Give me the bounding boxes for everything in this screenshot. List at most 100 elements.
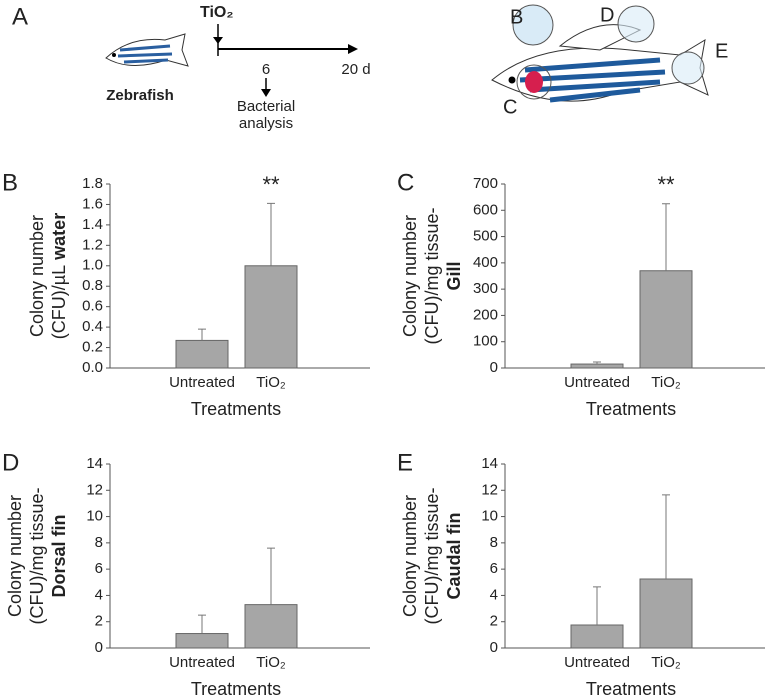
- y-tick-label: 0.8: [82, 277, 103, 294]
- error-bar: [593, 586, 601, 625]
- y-tick-label: 400: [473, 254, 498, 271]
- y-tick-label: 200: [473, 306, 498, 323]
- y-axis-label: Caudal fin: [444, 512, 464, 599]
- y-tick-label: 6: [95, 560, 103, 577]
- x-axis-label: Treatments: [191, 399, 281, 419]
- y-tick-label: 600: [473, 201, 498, 218]
- y-tick-label: 4: [95, 586, 103, 603]
- y-axis-label: (CFU)/mg tissue-: [27, 487, 47, 624]
- timeline: [213, 24, 358, 97]
- y-tick-label: 14: [481, 455, 498, 472]
- y-axis-label: Gill: [444, 261, 464, 290]
- bar: [244, 604, 298, 649]
- x-tick-label: TiO₂: [256, 374, 286, 391]
- y-tick-label: 0: [95, 639, 103, 656]
- y-tick-label: 4: [490, 586, 498, 603]
- y-tick-label: 1.4: [82, 216, 103, 233]
- x-tick-label: Untreated: [169, 654, 235, 671]
- y-label-text: Colony number: [400, 495, 420, 617]
- y-tick-label: 2: [490, 613, 498, 630]
- treatment-label: TiO₂: [200, 4, 233, 21]
- error-bar: [593, 361, 601, 365]
- x-tick-label: Untreated: [169, 374, 235, 391]
- y-tick-label: 12: [86, 481, 103, 498]
- y-tick-label: 12: [481, 481, 498, 498]
- significance: **: [657, 172, 675, 197]
- panel-label: D: [2, 449, 19, 476]
- bar: [175, 633, 229, 649]
- x-tick-label: Untreated: [564, 654, 630, 671]
- error-bar: [662, 203, 670, 271]
- y-label-bold: Caudal fin: [444, 512, 464, 599]
- y-tick-label: 300: [473, 280, 498, 297]
- y-axis-label: Dorsal fin: [49, 514, 69, 597]
- y-tick-label: 10: [481, 508, 498, 525]
- site-label: D: [600, 4, 614, 26]
- y-label-text: Colony number: [400, 215, 420, 337]
- error-bar: [662, 494, 670, 579]
- y-tick-label: 0.6: [82, 298, 103, 315]
- bar: [175, 339, 229, 369]
- y-tick-label: 1.0: [82, 257, 103, 274]
- bar: [244, 265, 298, 369]
- y-tick-label: 700: [473, 175, 498, 192]
- x-tick-label: TiO₂: [651, 374, 681, 391]
- y-axis-label: Colony number: [27, 215, 47, 337]
- site-label: E: [715, 40, 728, 62]
- analysis-label: analysis: [239, 115, 293, 132]
- y-axis-label: (CFU)/mg tissue-: [422, 487, 442, 624]
- y-label-text: (CFU)/µL: [49, 265, 69, 339]
- y-tick-label: 0.4: [82, 318, 103, 335]
- y-tick-label: 100: [473, 333, 498, 350]
- y-axis-label: Colony number: [5, 495, 25, 617]
- y-tick-label: 6: [490, 560, 498, 577]
- y-tick-label: 1.2: [82, 236, 103, 253]
- error-bar: [267, 202, 275, 266]
- x-axis-label: Treatments: [191, 679, 281, 696]
- y-label-bold: water: [49, 213, 69, 261]
- analysis-label: Bacterial: [237, 98, 295, 115]
- y-tick-label: 0: [490, 359, 498, 376]
- y-axis-label: (CFU)/µL water: [49, 213, 69, 339]
- y-label-bold: Dorsal fin: [49, 514, 69, 597]
- error-bar: [198, 614, 206, 634]
- y-label-text: (CFU)/mg tissue-: [27, 487, 47, 624]
- x-axis-label: Treatments: [586, 679, 676, 696]
- y-tick-label: 500: [473, 228, 498, 245]
- y-tick-label: 1.6: [82, 195, 103, 212]
- y-label-text: Colony number: [5, 495, 25, 617]
- day-label: 6: [262, 61, 270, 78]
- x-tick-label: TiO₂: [651, 654, 681, 671]
- panel-label: B: [2, 169, 18, 196]
- bar: [570, 624, 624, 649]
- y-label-bold: Gill: [444, 261, 464, 290]
- big-fish: [491, 4, 709, 103]
- y-tick-label: 1.8: [82, 175, 103, 192]
- site-label: C: [503, 96, 517, 118]
- bar: [639, 270, 693, 369]
- bar: [639, 578, 693, 649]
- significance: **: [262, 172, 280, 197]
- y-axis-label: Colony number: [400, 495, 420, 617]
- x-tick-label: TiO₂: [256, 654, 286, 671]
- panel-label: E: [397, 449, 413, 476]
- y-tick-label: 8: [490, 534, 498, 551]
- x-tick-label: Untreated: [564, 374, 630, 391]
- y-tick-label: 14: [86, 455, 103, 472]
- day-label: 20 d: [341, 61, 370, 78]
- y-tick-label: 8: [95, 534, 103, 551]
- small-fish: [105, 33, 189, 67]
- y-label-text: (CFU)/mg tissue-: [422, 207, 442, 344]
- y-tick-label: 0.2: [82, 339, 103, 356]
- y-tick-label: 0: [490, 639, 498, 656]
- fish-label: Zebrafish: [106, 87, 174, 104]
- y-tick-label: 2: [95, 613, 103, 630]
- y-label-text: (CFU)/mg tissue-: [422, 487, 442, 624]
- panel-label: A: [12, 3, 28, 30]
- y-tick-label: 10: [86, 508, 103, 525]
- y-tick-label: 0.0: [82, 359, 103, 376]
- error-bar: [267, 547, 275, 605]
- y-axis-label: (CFU)/mg tissue-: [422, 207, 442, 344]
- panel-label: C: [397, 169, 414, 196]
- y-label-text: Colony number: [27, 215, 47, 337]
